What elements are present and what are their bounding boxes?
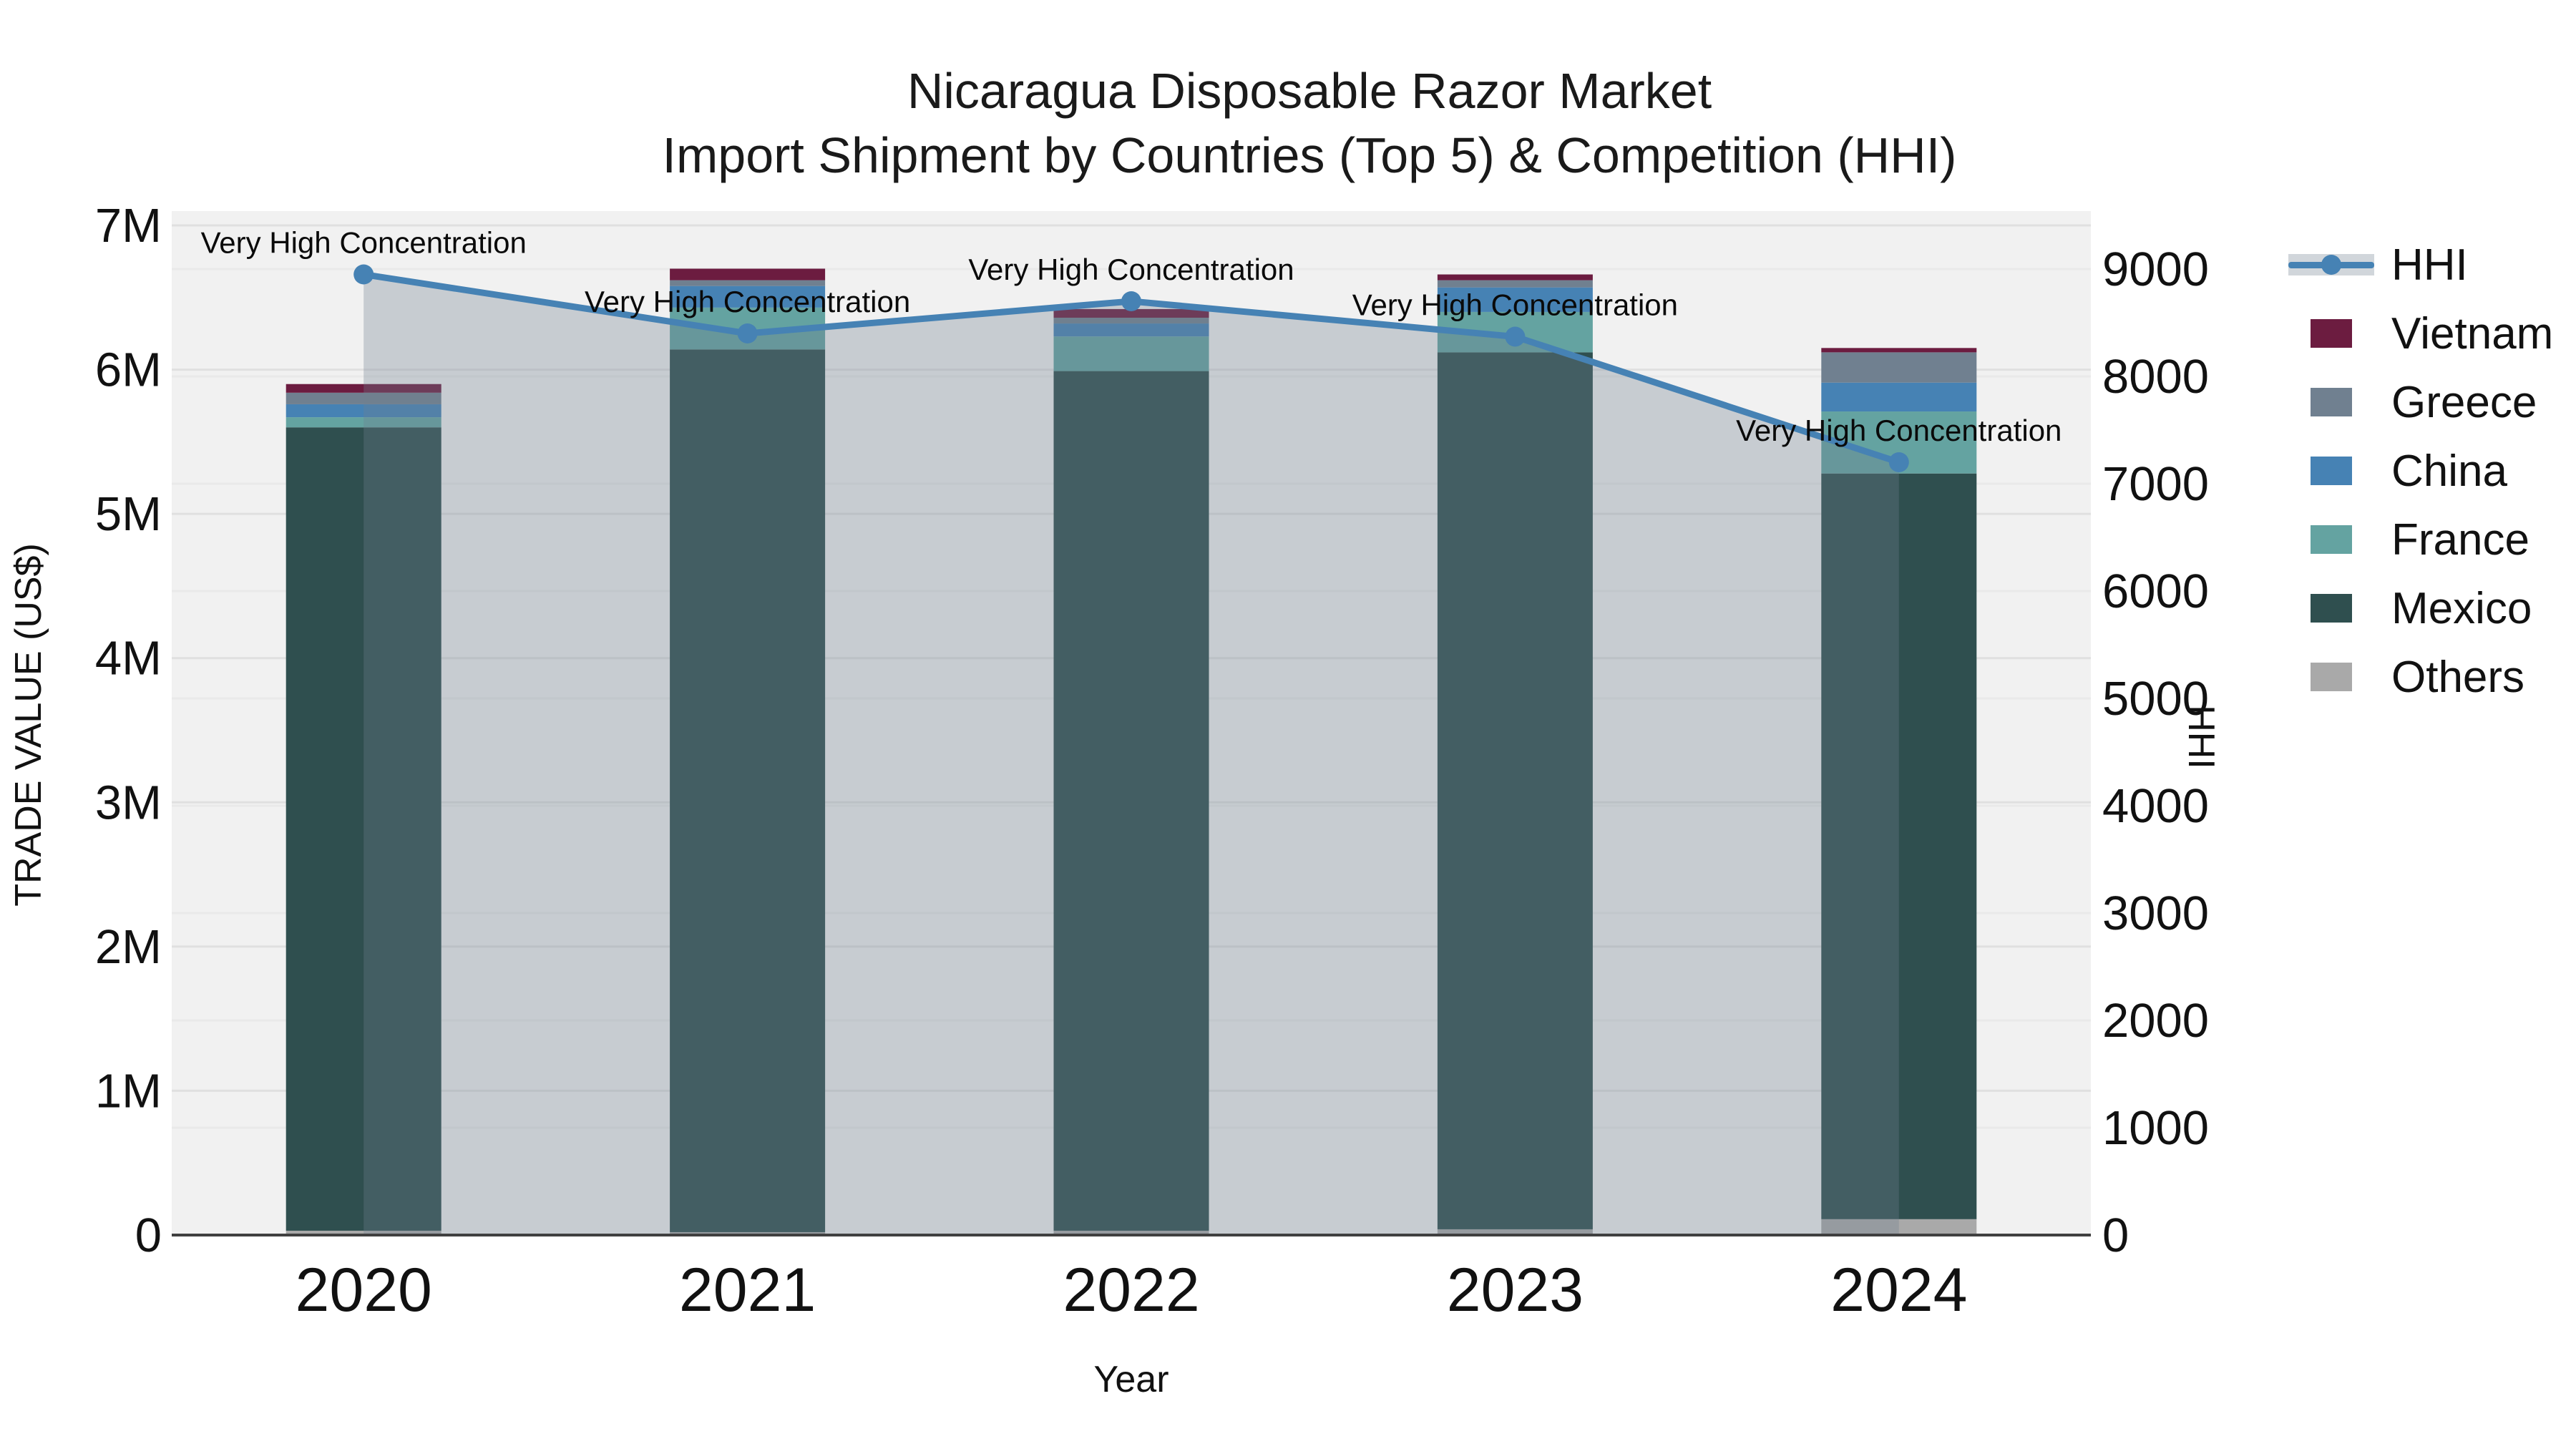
legend-item-china: China <box>2287 436 2573 505</box>
bar-segment-china-2022 <box>1053 323 1209 337</box>
legend-label: HHI <box>2391 240 2468 290</box>
bar-segment-vietnam-2020 <box>286 384 441 393</box>
x-tick-2023: 2023 <box>1447 1256 1584 1324</box>
y-left-tick-0: 0 <box>135 1209 162 1262</box>
legend-item-france: France <box>2287 505 2573 574</box>
y-right-tick-2000: 2000 <box>2102 994 2209 1048</box>
bar-segment-greece-2020 <box>286 392 441 404</box>
bar-segment-greece-2023 <box>1437 280 1593 288</box>
hhi-marker-2023 <box>1505 326 1526 347</box>
y-left-tick-3M: 3M <box>95 776 162 829</box>
chart-title-line1: Nicaragua Disposable Razor Market <box>907 63 1712 119</box>
hhi-marker-2021 <box>737 323 758 343</box>
hhi-marker-2024 <box>1888 452 1909 472</box>
y-right-tick-6000: 6000 <box>2102 565 2209 618</box>
bar-segment-others-2023 <box>1437 1229 1593 1235</box>
bar-segment-mexico-2022 <box>1053 371 1209 1231</box>
bar-segment-others-2024 <box>1821 1219 1977 1235</box>
bar-segment-vietnam-2022 <box>1053 308 1209 318</box>
bar-segment-mexico-2021 <box>670 349 826 1232</box>
y-right-tick-7000: 7000 <box>2102 457 2209 511</box>
x-tick-2022: 2022 <box>1063 1256 1199 1324</box>
china-color-swatch-icon <box>2287 436 2376 505</box>
y-left-tick-6M: 6M <box>95 343 162 397</box>
bar-segment-greece-2024 <box>1821 352 1977 383</box>
y-right-tick-4000: 4000 <box>2102 779 2209 833</box>
legend-label: France <box>2391 514 2529 565</box>
legend-item-mexico: Mexico <box>2287 574 2573 643</box>
legend-item-others: Others <box>2287 643 2573 711</box>
bar-segment-china-2021 <box>670 286 826 308</box>
annotation-2021: Very High Concentration <box>585 285 910 318</box>
y-right-tick-0: 0 <box>2102 1209 2129 1262</box>
legend-label: Vietnam <box>2391 308 2554 358</box>
hhi-marker-2022 <box>1121 291 1141 311</box>
bar-segment-france-2020 <box>286 417 441 428</box>
bar-segment-greece-2022 <box>1053 318 1209 324</box>
y-right-tick-9000: 9000 <box>2102 243 2209 296</box>
legend-item-greece: Greece <box>2287 368 2573 436</box>
bar-segment-vietnam-2021 <box>670 268 826 280</box>
legend-label: China <box>2391 446 2507 496</box>
vietnam-color-swatch-icon <box>2287 299 2376 368</box>
legend-item-hhi: HHI <box>2287 230 2573 299</box>
bar-segment-others-2020 <box>286 1230 441 1235</box>
hhi-marker-2020 <box>353 264 374 285</box>
bar-segment-mexico-2023 <box>1437 352 1593 1229</box>
annotation-2020: Very High Concentration <box>201 226 527 260</box>
annotation-2024: Very High Concentration <box>1736 414 2062 447</box>
x-axis-title: Year <box>1093 1359 1169 1400</box>
legend: HHI Vietnam Greece China France Mexico Others <box>2287 230 2573 711</box>
others-color-swatch-icon <box>2287 643 2376 711</box>
y-left-tick-5M: 5M <box>95 487 162 541</box>
x-tick-2021: 2021 <box>679 1256 816 1324</box>
bar-segment-mexico-2024 <box>1821 473 1977 1219</box>
bar-segment-vietnam-2023 <box>1437 274 1593 280</box>
y-right-tick-3000: 3000 <box>2102 887 2209 940</box>
y-left-tick-2M: 2M <box>95 920 162 974</box>
annotation-2023: Very High Concentration <box>1352 288 1678 322</box>
x-tick-2024: 2024 <box>1830 1256 1967 1324</box>
chart-title-line2: Import Shipment by Countries (Top 5) & C… <box>662 127 1957 183</box>
greece-color-swatch-icon <box>2287 368 2376 436</box>
bar-segment-china-2020 <box>286 404 441 418</box>
legend-label: Others <box>2391 652 2525 702</box>
legend-label: Greece <box>2391 377 2537 427</box>
bar-segment-france-2022 <box>1053 336 1209 371</box>
y-right-tick-5000: 5000 <box>2102 672 2209 726</box>
bar-segment-greece-2021 <box>670 280 826 286</box>
bar-segment-others-2021 <box>670 1231 826 1235</box>
x-tick-2020: 2020 <box>296 1256 432 1324</box>
y-left-tick-1M: 1M <box>95 1064 162 1118</box>
bar-segment-others-2022 <box>1053 1230 1209 1235</box>
y-left-tick-4M: 4M <box>95 632 162 686</box>
bar-segment-china-2023 <box>1437 287 1593 312</box>
bar-segment-vietnam-2024 <box>1821 348 1977 353</box>
bar-segment-mexico-2020 <box>286 427 441 1231</box>
legend-item-vietnam: Vietnam <box>2287 299 2573 368</box>
y-right-tick-8000: 8000 <box>2102 350 2209 404</box>
y-left-tick-7M: 7M <box>95 199 162 253</box>
bar-segment-china-2024 <box>1821 382 1977 412</box>
hhi-area-fill <box>364 274 1899 1235</box>
y-right-tick-1000: 1000 <box>2102 1101 2209 1155</box>
hhi-line-swatch <box>2287 230 2376 299</box>
mexico-color-swatch-icon <box>2287 574 2376 643</box>
legend-label: Mexico <box>2391 583 2532 633</box>
annotation-2022: Very High Concentration <box>968 253 1294 286</box>
france-color-swatch-icon <box>2287 505 2376 574</box>
